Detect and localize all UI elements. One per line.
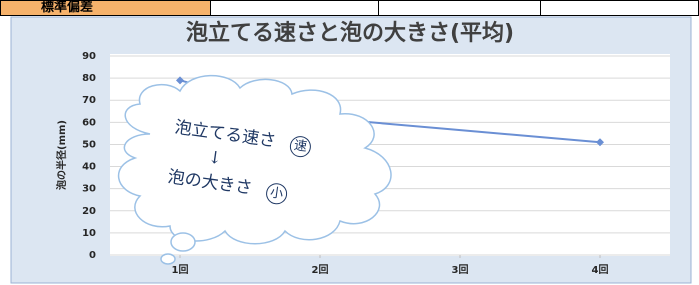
y-tick-label: 90: [82, 51, 96, 62]
y-tick-label: 60: [82, 117, 96, 128]
y-tick-label: 80: [82, 73, 96, 84]
callout-text: 小: [269, 185, 284, 202]
x-tick-label: 1回: [172, 264, 189, 276]
page: 標準偏差 泡立てる速さと泡の大きさ(平均) 泡の半径(mm) 0 10 20 30 40…: [0, 0, 699, 285]
cloud-bubble: [171, 233, 195, 251]
x-tick-label: 2回: [312, 264, 329, 276]
y-tick-label: 20: [82, 206, 96, 217]
y-tick-label: 40: [82, 162, 96, 173]
chart-title: 泡立てる速さと泡の大きさ(平均): [186, 20, 514, 46]
y-tick-label: 30: [82, 184, 96, 195]
table-cell: [540, 0, 699, 16]
chart: 泡立てる速さと泡の大きさ(平均) 泡の半径(mm) 0 10 20 30 40 50 60 7…: [0, 16, 699, 285]
y-tick-label: 10: [82, 228, 96, 239]
y-tick-label: 70: [82, 95, 96, 106]
table-cell: [210, 0, 379, 16]
cloud-bubble: [161, 254, 175, 264]
y-tick-label: 0: [89, 250, 96, 261]
callout-text: 速: [293, 138, 308, 155]
x-tick-label: 4回: [592, 264, 609, 276]
y-tick-label: 50: [82, 139, 96, 150]
table-cell: [378, 0, 541, 16]
callout-text: ↓: [206, 147, 223, 169]
y-axis-label: 泡の半径(mm): [55, 120, 68, 190]
x-tick-label: 3回: [452, 264, 469, 276]
table-cell: 標準偏差: [0, 0, 211, 16]
table-row: 標準偏差: [0, 0, 699, 16]
